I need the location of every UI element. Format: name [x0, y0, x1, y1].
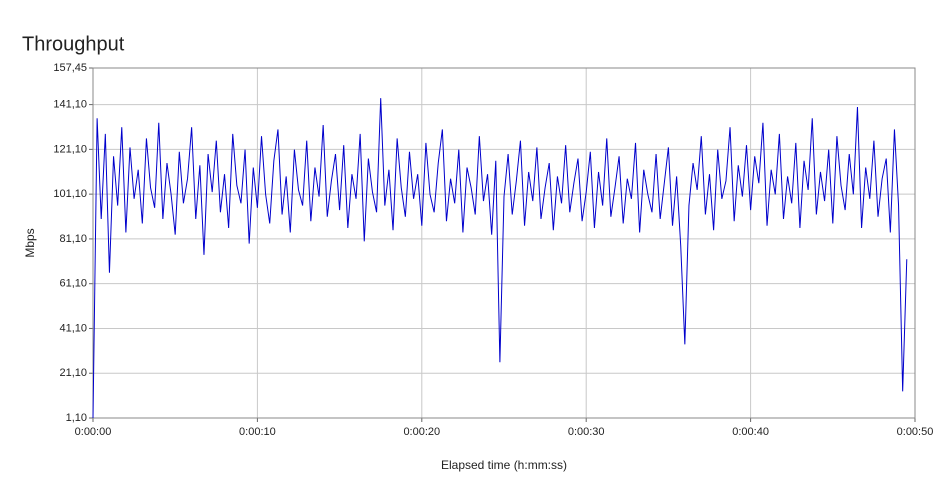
- x-tick-label: 0:00:50: [897, 426, 934, 438]
- y-tick-label: 157,45: [53, 62, 87, 74]
- x-tick-label: 0:00:40: [732, 426, 769, 438]
- plot-border: [92, 67, 916, 419]
- y-tick-label: 21,10: [59, 367, 87, 379]
- y-tick-label: 1,10: [66, 412, 87, 424]
- x-axis-label: Elapsed time (h:mm:ss): [441, 458, 567, 472]
- x-tick-label: 0:00:20: [403, 426, 440, 438]
- y-tick-label: 61,10: [59, 278, 87, 290]
- y-tick-label: 121,10: [53, 143, 87, 155]
- x-tick-label: 0:00:30: [568, 426, 605, 438]
- x-tick-label: 0:00:00: [75, 426, 112, 438]
- y-tick-label: 141,10: [53, 99, 87, 111]
- y-tick-label: 101,10: [53, 188, 87, 200]
- y-axis-label: Mbps: [23, 228, 37, 257]
- throughput-line: [92, 98, 908, 419]
- x-tick-label: 0:00:10: [239, 426, 276, 438]
- chart-title: Throughput: [22, 33, 125, 55]
- y-tick-label: 41,10: [59, 322, 87, 334]
- y-tick-label: 81,10: [59, 233, 87, 245]
